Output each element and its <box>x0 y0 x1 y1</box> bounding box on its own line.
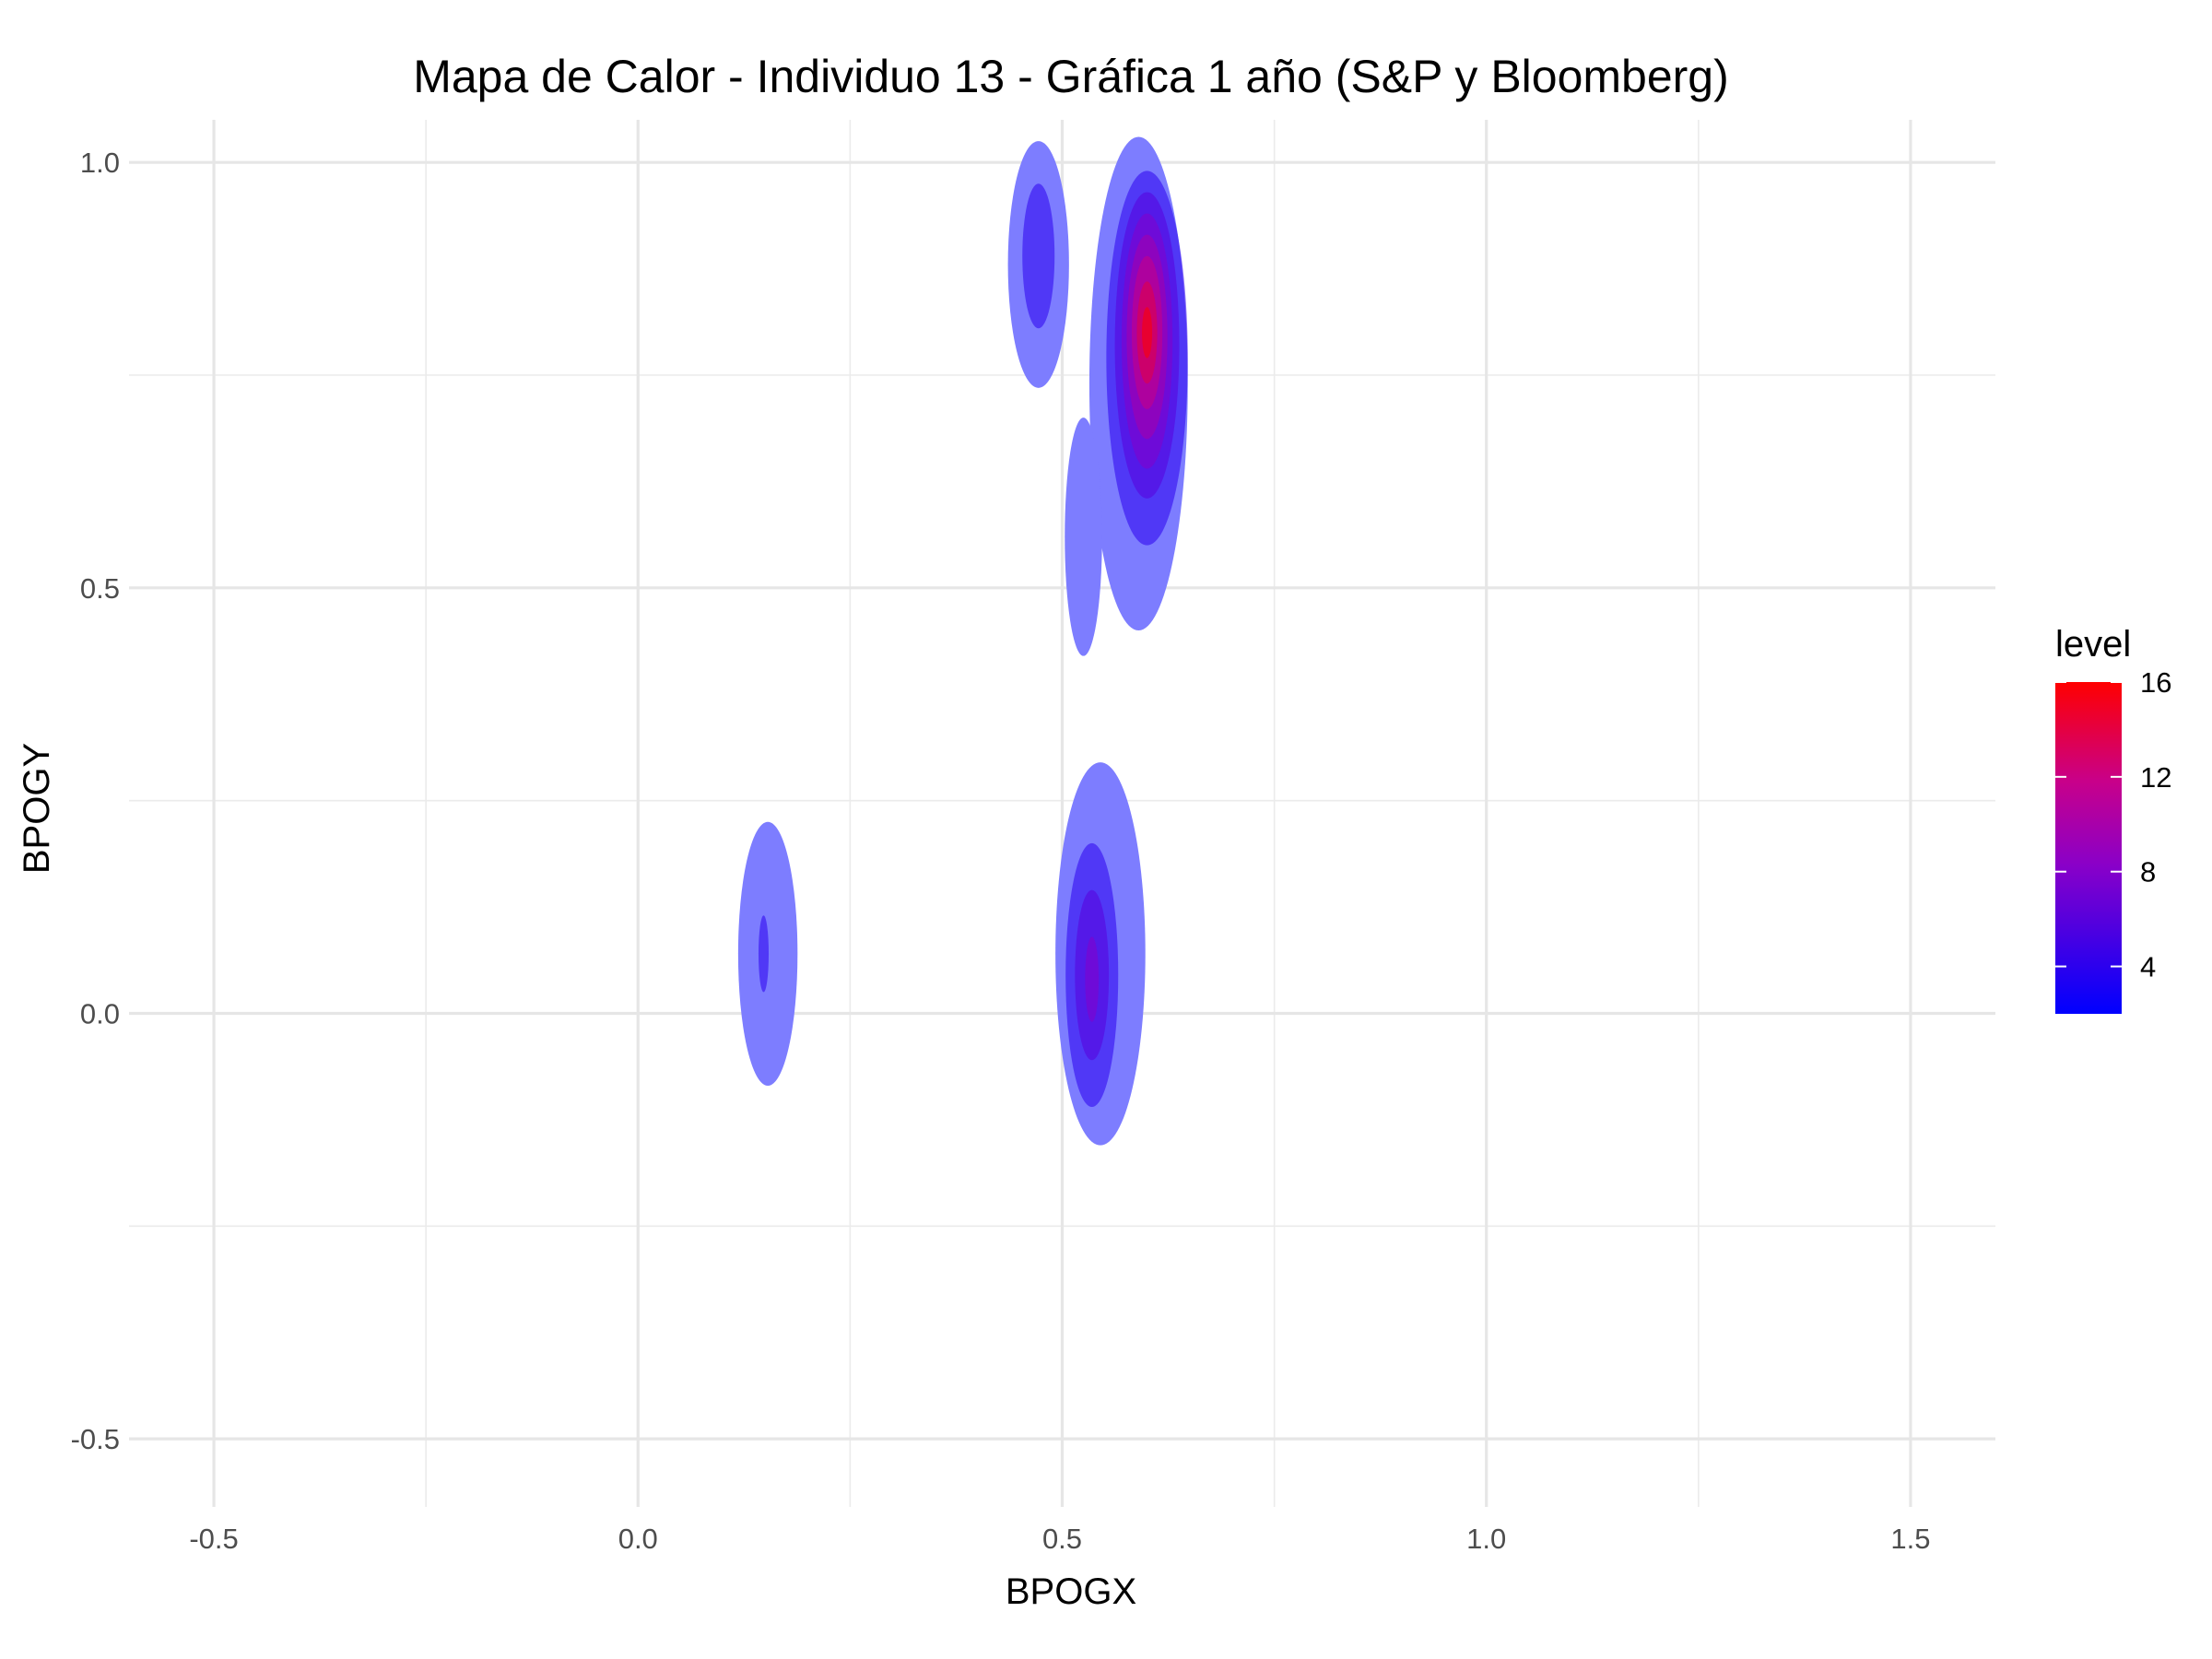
axis-ticks: -0.5 0.0 0.5 1.0 1.5 -0.5 0.0 0.5 1.0 <box>71 147 1931 1555</box>
y-tick-label: 0.0 <box>80 997 120 1030</box>
y-tick-label: -0.5 <box>71 1423 120 1455</box>
contour-level-4 <box>758 915 770 993</box>
y-axis-title: BPOGY <box>17 743 57 874</box>
y-tick-label: 0.5 <box>80 572 120 605</box>
cluster-tail <box>1065 418 1102 656</box>
x-tick-label: -0.5 <box>189 1523 238 1555</box>
x-tick-label: 0.5 <box>1042 1523 1082 1555</box>
density-contours <box>737 136 1188 1146</box>
y-tick-label: 1.0 <box>80 147 120 179</box>
legend: level 4 8 12 16 <box>2055 624 2171 1014</box>
x-axis-title: BPOGX <box>1006 1571 1136 1612</box>
cluster-upper-main <box>1088 136 1188 630</box>
contour-level-8 <box>1085 936 1100 1022</box>
x-tick-label: 0.0 <box>618 1523 658 1555</box>
cluster-lower-main <box>1055 762 1146 1146</box>
cluster-upper-left <box>1007 141 1069 388</box>
legend-tick-label: 16 <box>2140 666 2171 699</box>
legend-tick-label: 8 <box>2140 856 2156 888</box>
contour-level-2 <box>1065 418 1102 656</box>
chart-title: Mapa de Calor - Individuo 13 - Gráfica 1… <box>413 51 1729 102</box>
legend-tick-label: 4 <box>2140 951 2156 983</box>
legend-colorbar <box>2055 682 2122 1014</box>
x-tick-label: 1.0 <box>1466 1523 1506 1555</box>
x-tick-label: 1.5 <box>1890 1523 1930 1555</box>
cluster-lower-left <box>737 821 798 1086</box>
legend-tick-label: 12 <box>2140 761 2171 794</box>
legend-ticks: 4 8 12 16 <box>2055 666 2171 983</box>
contour-level-16 <box>1142 307 1153 359</box>
contour-level-4 <box>1022 183 1055 329</box>
legend-title: level <box>2055 624 2131 665</box>
